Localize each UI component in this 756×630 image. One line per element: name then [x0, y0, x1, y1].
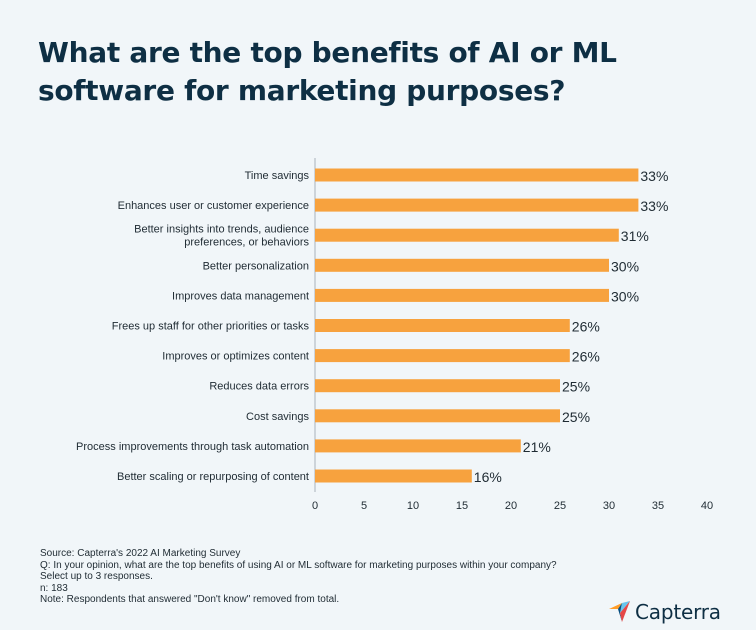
bar-value-label: 33%	[640, 198, 668, 214]
bar	[315, 228, 619, 242]
category-label: Reduces data errors	[209, 381, 309, 393]
bar	[315, 258, 609, 272]
x-tick-label: 35	[652, 500, 664, 512]
bar	[315, 439, 521, 453]
response-note: Select up to 3 responses.	[40, 571, 153, 583]
capterra-brand: Capterra	[608, 600, 721, 624]
category-label: Better personalization	[203, 260, 309, 272]
category-label: Cost savings	[246, 411, 309, 423]
category-label: Frees up staff for other priorities or t…	[112, 321, 310, 333]
bar-value-label: 26%	[572, 319, 600, 335]
bar	[315, 349, 570, 363]
bar-value-label: 25%	[562, 379, 590, 395]
bar	[315, 319, 570, 332]
source-note: Source: Capterra's 2022 AI Marketing Sur…	[40, 548, 241, 559]
chart-title-line-2: software for marketing purposes?	[38, 74, 566, 107]
category-label: Time savings	[245, 170, 310, 182]
chart-title: What are the top benefits of AI or ML so…	[38, 34, 738, 110]
bar	[315, 168, 639, 182]
bar-value-label: 33%	[640, 168, 668, 184]
chart-title-line-1: What are the top benefits of AI or ML	[38, 36, 617, 69]
x-tick-label: 25	[554, 500, 566, 512]
category-label: preferences, or behaviors	[184, 237, 309, 249]
bar-value-label: 25%	[562, 409, 590, 425]
x-tick-label: 15	[456, 500, 468, 512]
bar	[315, 198, 639, 212]
bar-value-label: 30%	[611, 258, 639, 274]
category-label: Enhances user or customer experience	[118, 200, 309, 212]
x-tick-label: 5	[361, 500, 367, 512]
sample-size-note: n: 183	[40, 582, 68, 594]
question-note: Q: In your opinion, what are the top ben…	[40, 559, 557, 571]
bar-value-label: 31%	[621, 228, 649, 244]
capterra-arrow-logo-icon	[609, 601, 630, 622]
category-label: Better scaling or repurposing of content	[117, 471, 309, 483]
bar	[315, 379, 560, 393]
bar	[315, 409, 560, 423]
bar-value-label: 21%	[523, 439, 551, 455]
bar	[315, 469, 472, 483]
category-label: Better insights into trends, audience	[134, 224, 309, 236]
bar-value-label: 26%	[572, 349, 600, 365]
x-tick-label: 0	[312, 500, 318, 512]
brand-name: Capterra	[635, 600, 721, 624]
category-label: Improves data management	[172, 290, 309, 302]
category-label: Process improvements through task automa…	[76, 441, 309, 453]
chart-notes: Source: Capterra's 2022 AI Marketing Sur…	[40, 548, 600, 606]
bar-chart: 33% Time savings 33% Enhances user or custo…	[76, 158, 713, 512]
category-label: Improves or optimizes content	[162, 351, 309, 363]
exclusion-note: Note: Respondents that answered "Don't k…	[40, 594, 340, 606]
x-tick-label: 20	[505, 500, 517, 512]
bar-value-label: 30%	[611, 288, 639, 304]
x-tick-label: 30	[603, 500, 615, 512]
x-tick-label: 10	[407, 500, 419, 512]
bar-value-label: 16%	[474, 469, 502, 485]
bar	[315, 288, 609, 302]
x-tick-label: 40	[701, 500, 713, 512]
